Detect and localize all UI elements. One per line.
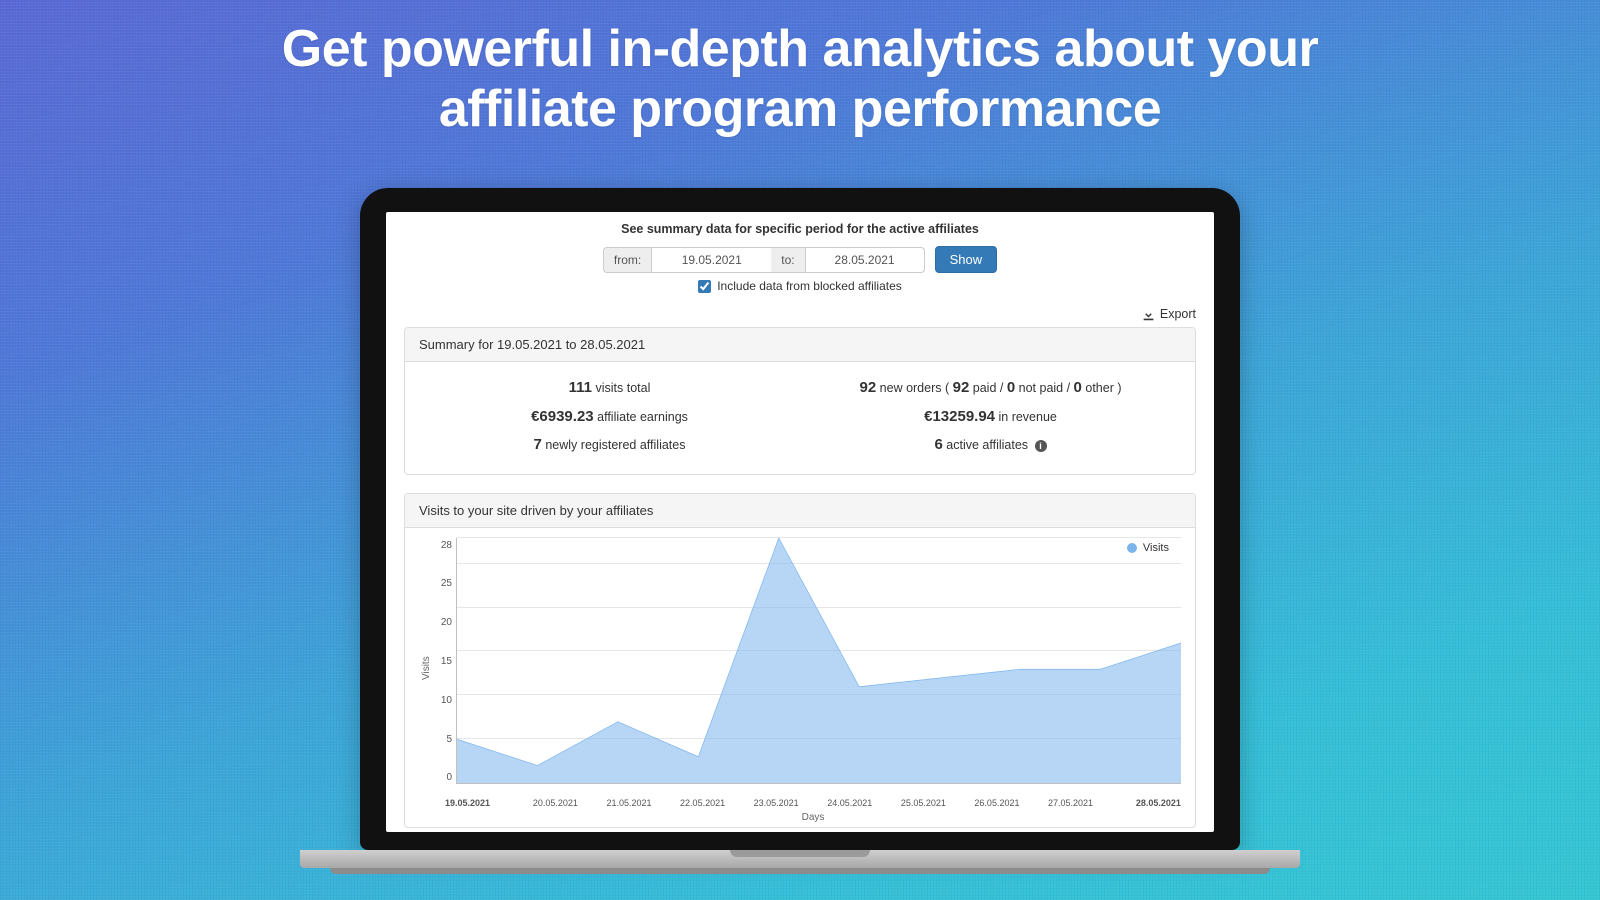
- chart-header: Visits to your site driven by your affil…: [405, 494, 1195, 528]
- x-tick: 21.05.2021: [592, 798, 666, 808]
- hero-line-1: Get powerful in-depth analytics about yo…: [0, 20, 1600, 80]
- new-affiliates-value: 7: [534, 436, 542, 453]
- active-affiliates-row: 6 active affiliates i: [800, 431, 1181, 460]
- y-tick: 0: [436, 772, 452, 783]
- visits-total-row: 111 visits total: [419, 374, 800, 403]
- x-tick: 25.05.2021: [887, 798, 961, 808]
- earnings-row: €6939.23 affiliate earnings: [419, 403, 800, 432]
- x-tick: 28.05.2021: [1107, 798, 1181, 808]
- hero-line-2: affiliate program performance: [0, 80, 1600, 140]
- chart-panel: Visits to your site driven by your affil…: [404, 493, 1196, 828]
- x-axis-label: Days: [445, 812, 1181, 823]
- active-affiliates-value: 6: [934, 436, 942, 453]
- revenue-row: €13259.94 in revenue: [800, 403, 1181, 432]
- chart-svg: [457, 538, 1181, 783]
- x-ticks: 19.05.202120.05.202121.05.202122.05.2021…: [445, 798, 1181, 808]
- export-row: Export: [386, 307, 1214, 327]
- include-blocked-checkbox[interactable]: [698, 280, 711, 293]
- chart-area: Visits 28 25 20 15 10 5 0: [419, 538, 1181, 798]
- visits-total-label: visits total: [592, 381, 650, 395]
- export-label: Export: [1160, 307, 1196, 321]
- chart-body: Visits Visits 28 25 20 15 10 5 0 19.05.202120.…: [405, 528, 1195, 827]
- new-orders-value: 92: [860, 379, 877, 396]
- show-button[interactable]: Show: [935, 246, 998, 273]
- to-label: to:: [771, 247, 804, 273]
- chart-plot: [456, 538, 1181, 784]
- from-label: from:: [603, 247, 651, 273]
- summary-right-col: 92 new orders ( 92 paid / 0 not paid / 0…: [800, 374, 1181, 460]
- laptop-base: [300, 850, 1300, 868]
- to-group: to:: [771, 247, 924, 273]
- y-tick: 25: [436, 578, 452, 589]
- area-fill: [457, 538, 1181, 783]
- from-group: from:: [603, 247, 771, 273]
- laptop-foot: [330, 868, 1270, 874]
- x-tick: 19.05.2021: [445, 798, 519, 808]
- summary-body: 111 visits total €6939.23 affiliate earn…: [405, 362, 1195, 474]
- from-date-input[interactable]: [651, 247, 771, 273]
- download-icon: [1142, 308, 1155, 321]
- notpaid-label: not paid /: [1015, 381, 1073, 395]
- active-affiliates-label: active affiliates: [943, 438, 1032, 452]
- y-tick: 5: [436, 734, 452, 745]
- orders-label-a: new orders (: [876, 381, 952, 395]
- to-date-input[interactable]: [805, 247, 925, 273]
- y-tick: 20: [436, 617, 452, 628]
- include-blocked-label: Include data from blocked affiliates: [717, 279, 902, 293]
- new-affiliates-label: newly registered affiliates: [542, 438, 686, 452]
- hero-title: Get powerful in-depth analytics about yo…: [0, 20, 1600, 140]
- y-axis-label: Visits: [419, 538, 434, 798]
- y-tick: 28: [436, 540, 452, 551]
- x-tick: 23.05.2021: [739, 798, 813, 808]
- summary-panel: Summary for 19.05.2021 to 28.05.2021 111…: [404, 327, 1196, 475]
- paid-value: 92: [953, 379, 970, 396]
- x-tick: 20.05.2021: [519, 798, 593, 808]
- summary-header: Summary for 19.05.2021 to 28.05.2021: [405, 328, 1195, 362]
- y-tick: 10: [436, 695, 452, 706]
- laptop-mockup: See summary data for specific period for…: [360, 188, 1240, 874]
- visits-total-value: 111: [569, 379, 592, 396]
- y-tick: 15: [436, 656, 452, 667]
- date-filter-row: from: to: Show: [404, 246, 1196, 273]
- include-blocked-row[interactable]: Include data from blocked affiliates: [404, 279, 1196, 293]
- laptop-body: See summary data for specific period for…: [360, 188, 1240, 850]
- summary-left-col: 111 visits total €6939.23 affiliate earn…: [419, 374, 800, 460]
- x-tick: 26.05.2021: [960, 798, 1034, 808]
- notpaid-value: 0: [1007, 379, 1015, 396]
- app-screen: See summary data for specific period for…: [386, 212, 1214, 832]
- other-value: 0: [1074, 379, 1082, 396]
- earnings-value: €6939.23: [531, 408, 594, 425]
- new-affiliates-row: 7 newly registered affiliates: [419, 431, 800, 460]
- earnings-label: affiliate earnings: [594, 410, 688, 424]
- revenue-label: in revenue: [995, 410, 1057, 424]
- info-icon[interactable]: i: [1035, 440, 1047, 452]
- x-tick: 27.05.2021: [1034, 798, 1108, 808]
- orders-row: 92 new orders ( 92 paid / 0 not paid / 0…: [800, 374, 1181, 403]
- y-ticks: 28 25 20 15 10 5 0: [434, 538, 456, 798]
- other-label: other ): [1082, 381, 1122, 395]
- revenue-value: €13259.94: [924, 408, 995, 425]
- paid-label: paid /: [969, 381, 1007, 395]
- export-link[interactable]: Export: [1142, 307, 1196, 321]
- x-tick: 24.05.2021: [813, 798, 887, 808]
- filter-title: See summary data for specific period for…: [404, 222, 1196, 236]
- x-tick: 22.05.2021: [666, 798, 740, 808]
